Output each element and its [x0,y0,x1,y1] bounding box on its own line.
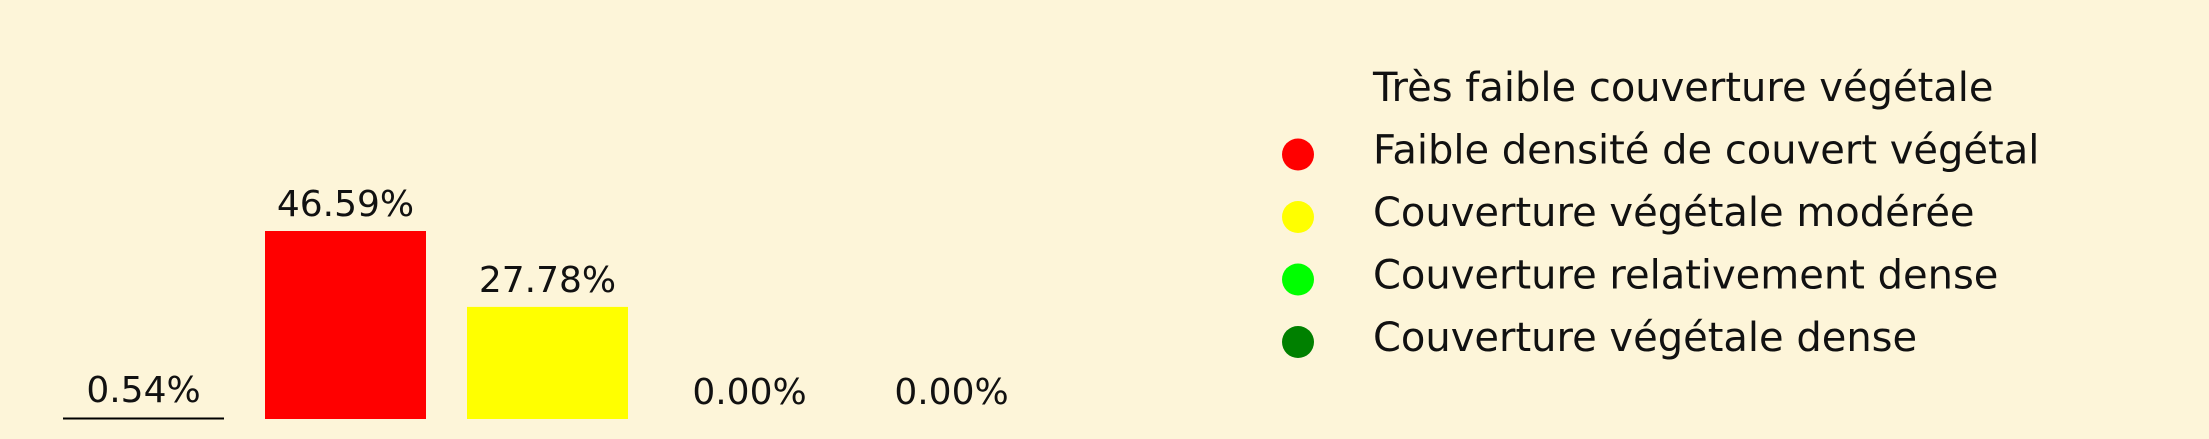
legend-label-4: Couverture relativement dense [1373,253,1998,299]
data-label-3: 27.78% [479,260,616,301]
legend-marker-3 [1282,201,1314,233]
data-label-2: 46.59% [277,184,414,225]
data-label-4: 0.00% [692,372,806,413]
legend-marker-1 [1282,76,1314,108]
legend-label-5: Couverture végétale dense [1373,315,1917,361]
bar-3 [467,307,628,419]
legend-label-3: Couverture végétale modérée [1373,190,1975,236]
legend: Très faible couverture végétale Faible de… [1282,65,2039,361]
legend-marker-4 [1282,264,1314,296]
legend-marker-5 [1282,326,1314,358]
bar-2 [265,231,426,419]
legend-marker-2 [1282,139,1314,171]
legend-label-2: Faible densité de couvert végétal [1373,128,2039,174]
data-label-1: 0.54% [86,370,200,411]
data-label-5: 0.00% [894,372,1008,413]
legend-label-1: Très faible couverture végétale [1372,65,1994,111]
